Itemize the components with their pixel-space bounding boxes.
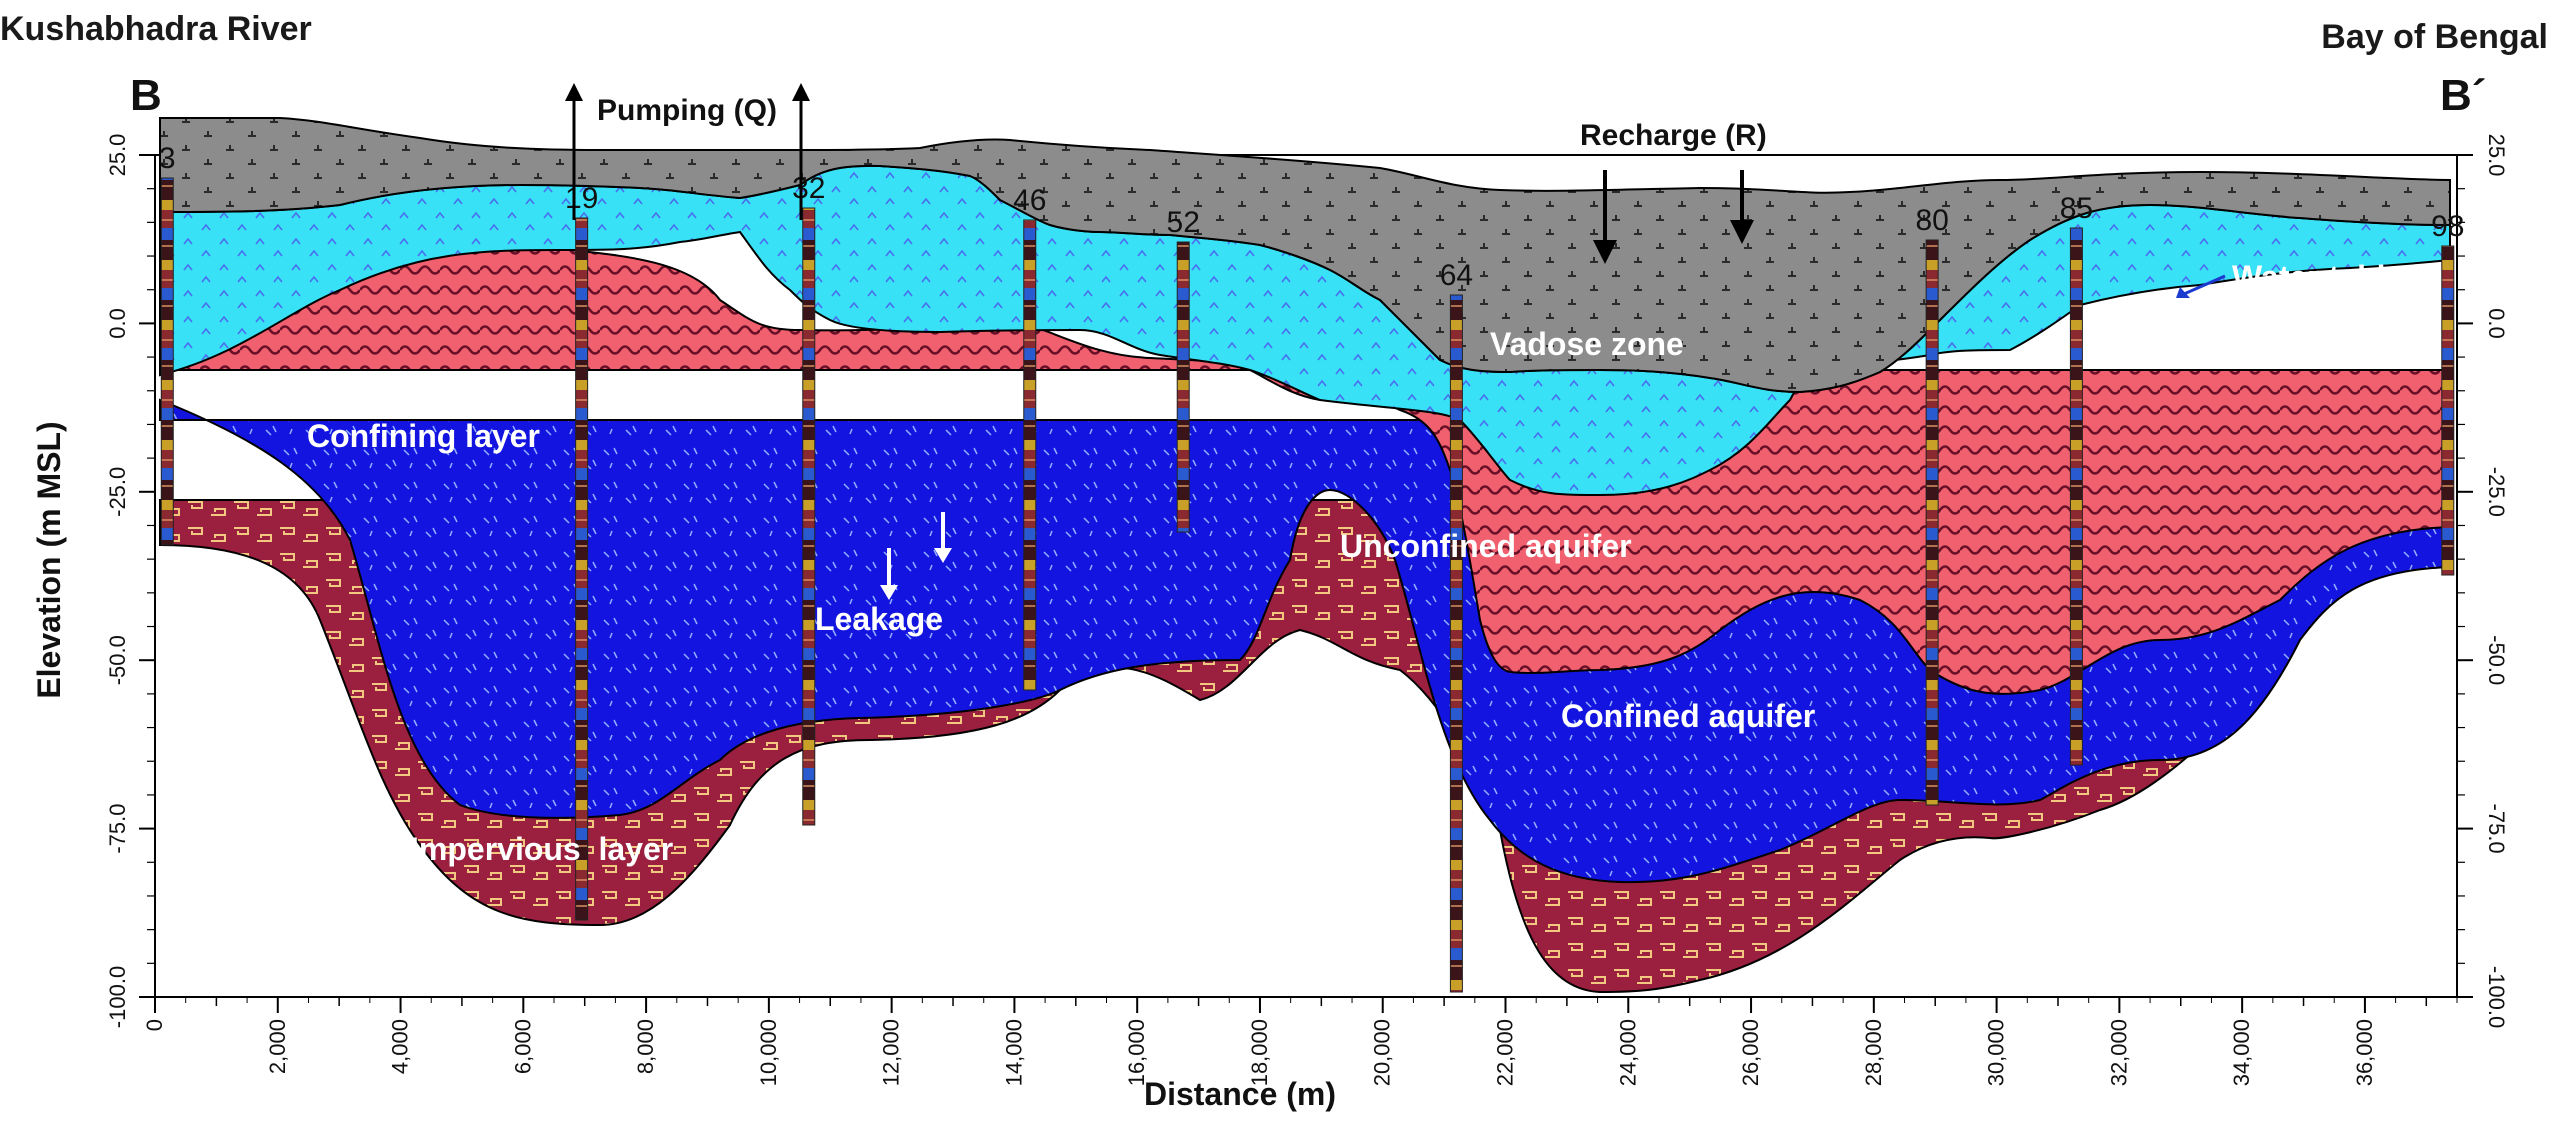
- y-tick-label-right: -50.0: [2484, 635, 2509, 685]
- impervious-layer-label: Impervious layer: [410, 831, 673, 867]
- x-tick-label: 12,000: [879, 1019, 904, 1086]
- well-group: 3 19 32 46 52 64 80 85 98: [159, 142, 2464, 993]
- water-table-label: Water table: [2232, 259, 2403, 295]
- well-46: [1023, 219, 1037, 691]
- leakage-label: Leakage: [815, 601, 943, 637]
- well-52: [1176, 241, 1190, 533]
- y-tick-label-left: -25.0: [105, 467, 130, 517]
- y-tick-label-left: -75.0: [105, 804, 130, 854]
- x-tick-label: 32,000: [2106, 1019, 2131, 1086]
- y-tick-label-right: 0.0: [2484, 308, 2509, 339]
- left-location-label: Kushabhadra River: [0, 10, 312, 48]
- vadose-zone-region: [159, 116, 2451, 394]
- x-tick-label: 0: [142, 1019, 167, 1031]
- section-start-letter: B: [130, 71, 162, 120]
- x-tick-label: 14,000: [1001, 1019, 1026, 1086]
- y-tick-label-left: 25.0: [105, 134, 130, 177]
- well-19: [575, 217, 589, 921]
- well-label-64: 64: [1440, 259, 1473, 292]
- well-32: [802, 207, 816, 826]
- x-tick-label: 36,000: [2352, 1019, 2377, 1086]
- y-tick-label-right: 25.0: [2484, 134, 2509, 177]
- x-tick-label: 28,000: [1861, 1019, 1886, 1086]
- x-tick-label: 22,000: [1493, 1019, 1518, 1086]
- y-tick-label-right: -25.0: [2484, 467, 2509, 517]
- leakage-arrow-1-head: [880, 585, 898, 600]
- well-3: [160, 177, 174, 546]
- x-tick-label: 4,000: [388, 1019, 413, 1074]
- x-tick-label: 2,000: [265, 1019, 290, 1074]
- y-tick-label-left: 0.0: [105, 308, 130, 339]
- y-tick-label-right: -100.0: [2484, 966, 2509, 1028]
- x-tick-label: 30,000: [1984, 1019, 2009, 1086]
- well-98: [2441, 245, 2455, 576]
- x-tick-label: 10,000: [756, 1019, 781, 1086]
- water-table-pointer: [2183, 274, 2226, 296]
- x-tick-label: 6,000: [510, 1019, 535, 1074]
- geology-layers: [159, 116, 2451, 994]
- section-end-letter: B´: [2440, 71, 2486, 120]
- x-tick-label: 16,000: [1124, 1019, 1149, 1086]
- x-tick-label: 8,000: [633, 1019, 658, 1074]
- well-label-32: 32: [792, 172, 825, 205]
- well-label-80: 80: [1915, 204, 1948, 237]
- well-label-85: 85: [2060, 192, 2093, 225]
- well-label-98: 98: [2431, 210, 2464, 243]
- well-label-52: 52: [1167, 206, 1200, 239]
- y-tick-label-right: -75.0: [2484, 804, 2509, 854]
- x-axis-ticks: 0 2,000 4,000 6,000 8,000 10,000 12,000 14,000 1…: [142, 997, 2458, 1086]
- well-label-19: 19: [565, 182, 598, 215]
- unconfined-aquifer-label: Unconfined aquifer: [1340, 528, 1632, 564]
- x-tick-label: 24,000: [1615, 1019, 1640, 1086]
- pumping-label: Pumping (Q): [597, 94, 777, 127]
- recharge-label: Recharge (R): [1580, 119, 1767, 152]
- confined-aquifer-label: Confined aquifer: [1561, 698, 1815, 734]
- right-location-label: Bay of Bengal: [2321, 18, 2548, 56]
- y-axis-title: Elevation (m MSL): [31, 421, 67, 698]
- plot-frame: [154, 154, 2458, 998]
- leakage-arrow-2-head: [934, 548, 952, 563]
- well-64: [1449, 294, 1463, 993]
- well-85: [2069, 227, 2083, 766]
- confining-layer-label: Confining layer: [307, 418, 540, 454]
- x-axis-title: Distance (m): [1144, 1076, 1336, 1112]
- x-tick-label: 34,000: [2229, 1019, 2254, 1086]
- water-table-pointer-head: [2176, 287, 2190, 298]
- well-label-3: 3: [159, 142, 176, 175]
- vadose-zone-label: Vadose zone: [1490, 326, 1684, 362]
- well-80: [1925, 239, 1939, 806]
- x-tick-label: 18,000: [1247, 1019, 1272, 1086]
- well-label-46: 46: [1013, 184, 1046, 217]
- y-tick-label-left: -100.0: [105, 966, 130, 1028]
- x-tick-label: 20,000: [1370, 1019, 1395, 1086]
- y-axis-right-ticks: 25.0 0.0 -25.0 -50.0 -75.0 -100.0: [2457, 134, 2509, 1028]
- y-axis-left-ticks: 25.0 0.0 -25.0 -50.0 -75.0 -100.0: [105, 134, 155, 1028]
- y-tick-label-left: -50.0: [105, 635, 130, 685]
- x-tick-label: 26,000: [1738, 1019, 1763, 1086]
